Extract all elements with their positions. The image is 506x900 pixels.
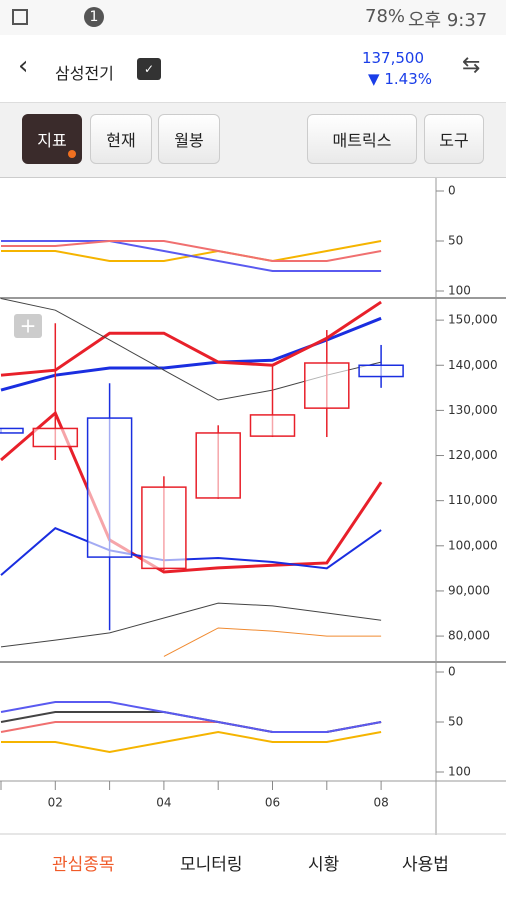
line-series bbox=[1, 240, 382, 263]
candle-body bbox=[0, 427, 24, 434]
plus: + bbox=[20, 314, 37, 338]
candle-body bbox=[249, 414, 296, 437]
line-series bbox=[1, 240, 382, 262]
nav-item[interactable]: 관심종목 bbox=[52, 855, 115, 875]
line-series bbox=[163, 627, 382, 657]
x-tick-label: 06 bbox=[265, 796, 280, 810]
battery: 78% bbox=[365, 6, 406, 27]
y-tick-label: 100,000 bbox=[448, 538, 498, 552]
label: 월봉 bbox=[174, 131, 204, 150]
chart: + 100 50 0 150,000 140,000 130,000 120,000 110,… bbox=[0, 178, 506, 835]
label: 현재 bbox=[106, 131, 136, 150]
y-tick-label: 150,000 bbox=[448, 313, 498, 327]
icon bbox=[12, 9, 28, 25]
y-tick-label: 100 bbox=[448, 765, 471, 779]
line-series bbox=[0, 527, 382, 576]
x-tick-label: 04 bbox=[156, 796, 171, 810]
y-tick-label: 120,000 bbox=[448, 448, 498, 462]
toolbar-button[interactable]: 매트릭스 bbox=[307, 114, 417, 164]
candle-body bbox=[195, 432, 241, 499]
nav-item[interactable]: 모니터링 bbox=[180, 855, 243, 875]
notification-badge: 1 bbox=[84, 7, 104, 27]
nav-item[interactable]: 시황 bbox=[308, 855, 340, 875]
change: ▼ 1.43% bbox=[368, 70, 432, 88]
y-tick-label: 140,000 bbox=[448, 358, 498, 372]
swap-button[interactable]: ⇆ bbox=[462, 53, 481, 78]
back-button[interactable]: ‹ bbox=[18, 51, 29, 81]
label: 매트릭스 bbox=[332, 131, 392, 150]
line-series bbox=[0, 701, 382, 733]
dot bbox=[68, 150, 76, 158]
line-series bbox=[1, 730, 382, 754]
candle-body bbox=[86, 417, 133, 558]
zoom-button[interactable] bbox=[14, 314, 42, 338]
stock-name: 삼성전기 bbox=[55, 64, 114, 83]
header: ‹ 삼성전기 ✓ 137,500 ▼ 1.43% ⇆ bbox=[0, 35, 506, 103]
y-tick-label: 90,000 bbox=[448, 583, 490, 597]
y-tick-label: 130,000 bbox=[448, 403, 498, 417]
y-tick-label: 80,000 bbox=[448, 629, 490, 643]
line-series bbox=[0, 602, 382, 648]
y-tick-label: 0 bbox=[448, 184, 456, 198]
line-series bbox=[0, 300, 382, 377]
y-tick-label: 110,000 bbox=[448, 493, 498, 507]
clock: 오후 9:37 bbox=[408, 10, 488, 31]
candle-body bbox=[304, 362, 350, 409]
status-bar: 1 78% 오후 9:37 bbox=[0, 0, 506, 35]
toolbar-button[interactable]: 도구 bbox=[424, 114, 484, 164]
line-series bbox=[0, 721, 382, 733]
toolbar-button[interactable]: 월봉 bbox=[158, 114, 220, 164]
x-tick-label: 02 bbox=[48, 796, 63, 810]
toolbar-button[interactable]: 현재 bbox=[90, 114, 152, 164]
label: 도구 bbox=[439, 131, 469, 150]
label: 지표 bbox=[37, 131, 67, 150]
x-tick-label: 08 bbox=[373, 796, 388, 810]
y-tick-label: 50 bbox=[448, 234, 463, 248]
y-tick-label: 100 bbox=[448, 284, 471, 298]
candle-body bbox=[141, 486, 187, 570]
dropdown[interactable]: ✓ bbox=[137, 58, 161, 80]
y-tick-label: 0 bbox=[448, 665, 456, 679]
candle-body bbox=[32, 427, 79, 448]
nav-item[interactable]: 사용법 bbox=[402, 855, 449, 875]
y-tick-label: 50 bbox=[448, 715, 463, 729]
candle-body bbox=[358, 364, 404, 378]
toolbar-button[interactable]: 지표 bbox=[22, 114, 82, 164]
price: 137,500 bbox=[361, 49, 424, 67]
toolbar bbox=[0, 103, 506, 178]
line-series bbox=[1, 240, 382, 272]
